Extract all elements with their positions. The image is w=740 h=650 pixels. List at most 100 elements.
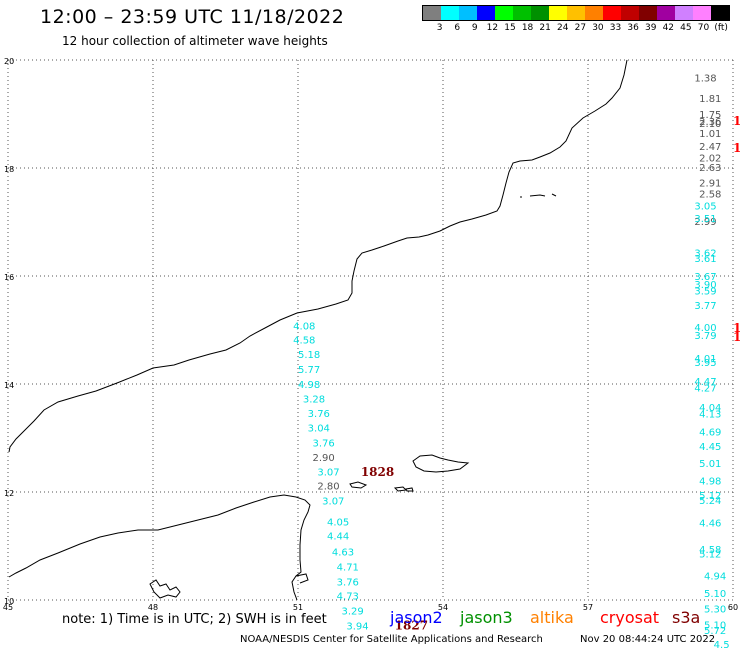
legend-swatch [693,6,711,20]
wave-height-label: 3.61 [694,254,716,265]
wave-height-label: 5.18 [298,350,320,361]
pass-time-label: 1339 [733,114,740,128]
wave-height-label: 4.98 [298,380,320,391]
wave-height-label: 2.10 [699,119,721,130]
lon-tick-label: 51 [293,603,303,612]
wave-height-label: 3.05 [694,202,716,213]
legend-label: 39 [644,23,657,33]
credit-text: NOAA/NESDIS Center for Satellite Applica… [240,634,543,645]
wave-height-label: 4.27 [694,384,716,395]
map-grid [7,59,734,601]
wave-height-label: 4.13 [699,409,721,420]
wave-height-label: 3.07 [322,496,344,507]
lon-tick-label: 45 [3,603,13,612]
footer-note: note: 1) Time is in UTC; 2) SWH is in fe… [62,612,327,627]
color-legend: 3 6 9 12 15 18 21 24 27 30 33 36 39 42 45 70 (ft) [422,5,730,33]
wave-height-label: 4.73 [337,591,359,602]
wave-height-label: 1.01 [699,129,721,140]
legend-label: 21 [539,23,551,33]
wave-height-label: 3.90 [694,280,716,291]
pass-time-label: 133 [733,321,740,335]
wave-height-label: 3.76 [313,439,335,450]
lon-tick-label: 54 [438,603,448,612]
wave-height-label: 3.76 [337,577,359,588]
legend-swatch [711,6,729,20]
wave-height-label: 3.51 [694,214,716,225]
legend-label: 3 [436,23,443,33]
legend-label: 24 [557,23,569,33]
legend-swatch [639,6,657,20]
wave-height-label: 2.80 [317,481,339,492]
wave-height-label: 3.62 [694,249,716,260]
lon-tick-label: 60 [728,603,738,612]
wave-height-label: 1.81 [699,94,721,105]
legend-labels: 3 6 9 12 15 18 21 24 27 30 33 36 39 42 45 70 (ft) [422,23,730,33]
wave-height-label: 5.12 [699,549,721,560]
legend-label: 42 [662,23,675,33]
lat-tick-label: 16 [4,273,14,282]
legend-swatch [657,6,675,20]
legend-label: 18 [521,23,534,33]
wave-height-label: 4.69 [699,427,721,438]
wave-height-label: 4.71 [337,562,359,573]
lat-tick-label: 12 [4,489,14,498]
wave-height-label: 4.04 [699,403,721,414]
wave-height-label: 3.67 [694,272,716,283]
legend-swatch [477,6,495,20]
somali-coast-islets [149,579,181,599]
legend-swatch [549,6,567,20]
legend-swatch [567,6,585,20]
altimeter-tracks: 1.38 1.81 1.752.362.101.01 2.472.022.63 2.91… [293,74,729,650]
wave-height-label: 4.00 [694,323,716,334]
legend-swatch [531,6,549,20]
coastline-somalia [8,494,311,601]
legend-swatch [603,6,621,20]
wave-height-label: 4.05 [327,517,349,528]
wave-height-label: 4.58 [293,336,315,347]
abd-al-kuri-island [349,481,368,489]
wave-height-label: 2.99 [694,217,716,228]
wave-height-label: 4.44 [327,532,349,543]
coastline-oman [8,59,628,453]
lon-tick-label: 48 [148,603,158,612]
legend-label: 70 [697,23,710,33]
pass-time-label: 133 [733,330,740,344]
lat-tick-label: 10 [4,597,14,606]
legend-label: 30 [592,23,604,33]
wave-height-label: 3.29 [342,607,364,618]
legend-label: 6 [454,23,461,33]
wave-height-label: 2.63 [699,163,721,174]
wave-height-label: 4.94 [704,571,726,582]
wave-height-label: 5.72 [704,626,726,637]
legend-label: 12 [486,23,499,33]
wave-height-label: 4.98 [699,476,721,487]
kuria-muria-islands [520,193,557,198]
satellite-s3a: s3a [672,608,701,627]
legend-label: 15 [504,23,516,33]
wave-height-label: 2.02 [699,154,721,165]
lat-tick-label: 18 [4,165,14,174]
wave-height-label: 5.77 [298,365,320,376]
pass-time-label: 1827 [395,619,428,633]
wave-height-label: 4.45 [699,442,721,453]
legend-swatch [459,6,477,20]
satellite-jason3: jason3 [460,608,513,627]
legend-swatch [423,6,441,20]
lat-tick-label: 14 [4,381,14,390]
wave-height-label: 4.63 [332,548,354,559]
legend-swatch [513,6,531,20]
pass-time-label: 1828 [361,465,394,479]
wave-height-label: 4.47 [694,377,716,388]
socotra-island [412,454,470,473]
legend-label: 9 [471,23,478,33]
legend-unit: (ft) [714,23,728,33]
lat-tick-label: 20 [4,57,14,66]
wave-height-label: 2.90 [313,453,335,464]
wave-height-label: 4.01 [694,354,716,365]
wave-height-label: 4.08 [293,321,315,332]
satellite-altika: altika [530,608,574,627]
wave-height-label: 5.01 [699,459,721,470]
time-labels: 13391339133133118281827 [361,114,740,633]
wave-height-label: 4.58 [699,545,721,556]
